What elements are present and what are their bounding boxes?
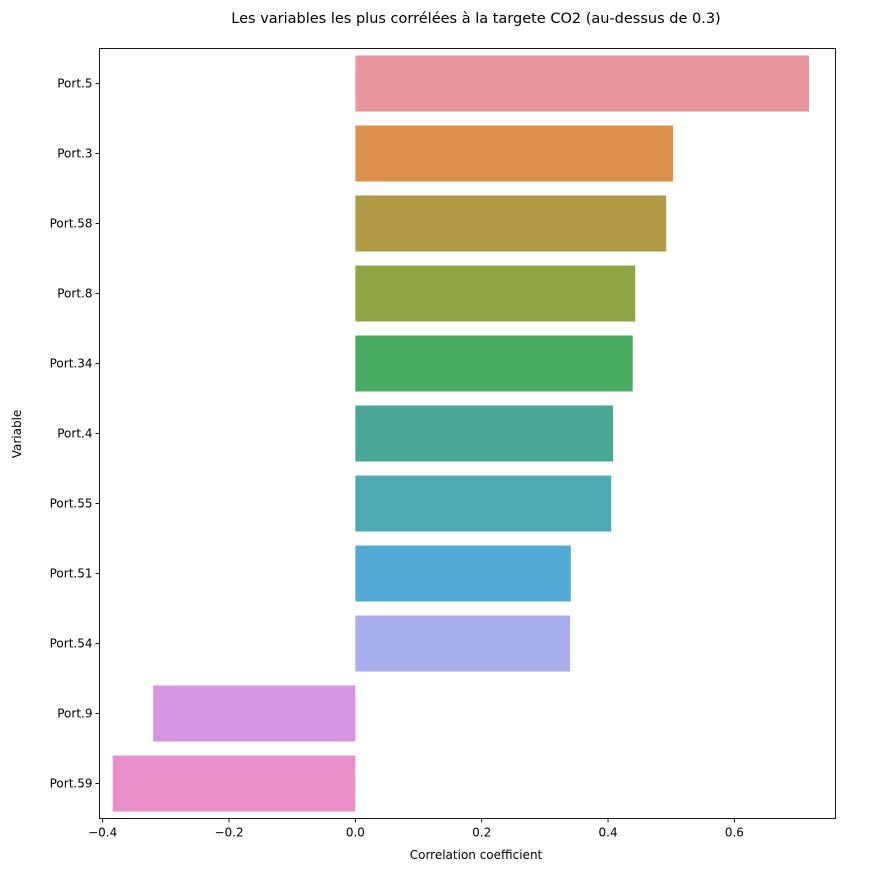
y-tick-label: Port.59	[50, 777, 93, 791]
x-tick-label: 0.6	[725, 826, 744, 840]
bar-port-3	[355, 125, 674, 182]
x-tick-label: −0.2	[214, 826, 243, 840]
bar-port-5	[355, 55, 809, 112]
y-tick-label: Port.54	[50, 637, 93, 651]
x-axis-label: Correlation coefficient	[410, 848, 543, 862]
y-tick-label: Port.3	[57, 147, 92, 161]
chart-title: Les variables les plus corrélées à la ta…	[231, 11, 720, 27]
bar-port-8	[355, 265, 636, 322]
x-tick-label: 0.0	[346, 826, 365, 840]
bar-port-59	[112, 755, 356, 812]
y-tick-label: Port.34	[50, 357, 93, 371]
bar-port-4	[355, 405, 614, 462]
bar-port-34	[355, 335, 633, 392]
bar-port-51	[355, 545, 571, 602]
bars-group	[112, 55, 809, 812]
y-tick-label: Port.55	[50, 497, 93, 511]
x-tick-label: 0.2	[472, 826, 491, 840]
x-tick-label: −0.4	[88, 826, 117, 840]
y-tick-label: Port.8	[57, 287, 92, 301]
plot-frame	[99, 48, 836, 819]
bar-port-54	[355, 615, 571, 672]
bar-port-9	[153, 685, 356, 742]
y-tick-label: Port.58	[50, 217, 93, 231]
y-axis-label: Variable	[10, 410, 24, 459]
y-tick-label: Port.4	[57, 427, 92, 441]
y-tick-label: Port.9	[57, 707, 92, 721]
bar-port-58	[355, 195, 667, 252]
x-axis-ticks: −0.4 −0.2 0.0 0.2 0.4 0.6	[88, 818, 744, 840]
y-tick-label: Port.5	[57, 77, 92, 91]
x-tick-label: 0.4	[599, 826, 618, 840]
y-axis-ticks: Port.5 Port.3 Port.58 Port.8 Port.34 Port.4 Po…	[50, 77, 100, 791]
bar-port-55	[355, 475, 612, 532]
y-tick-label: Port.51	[50, 567, 93, 581]
